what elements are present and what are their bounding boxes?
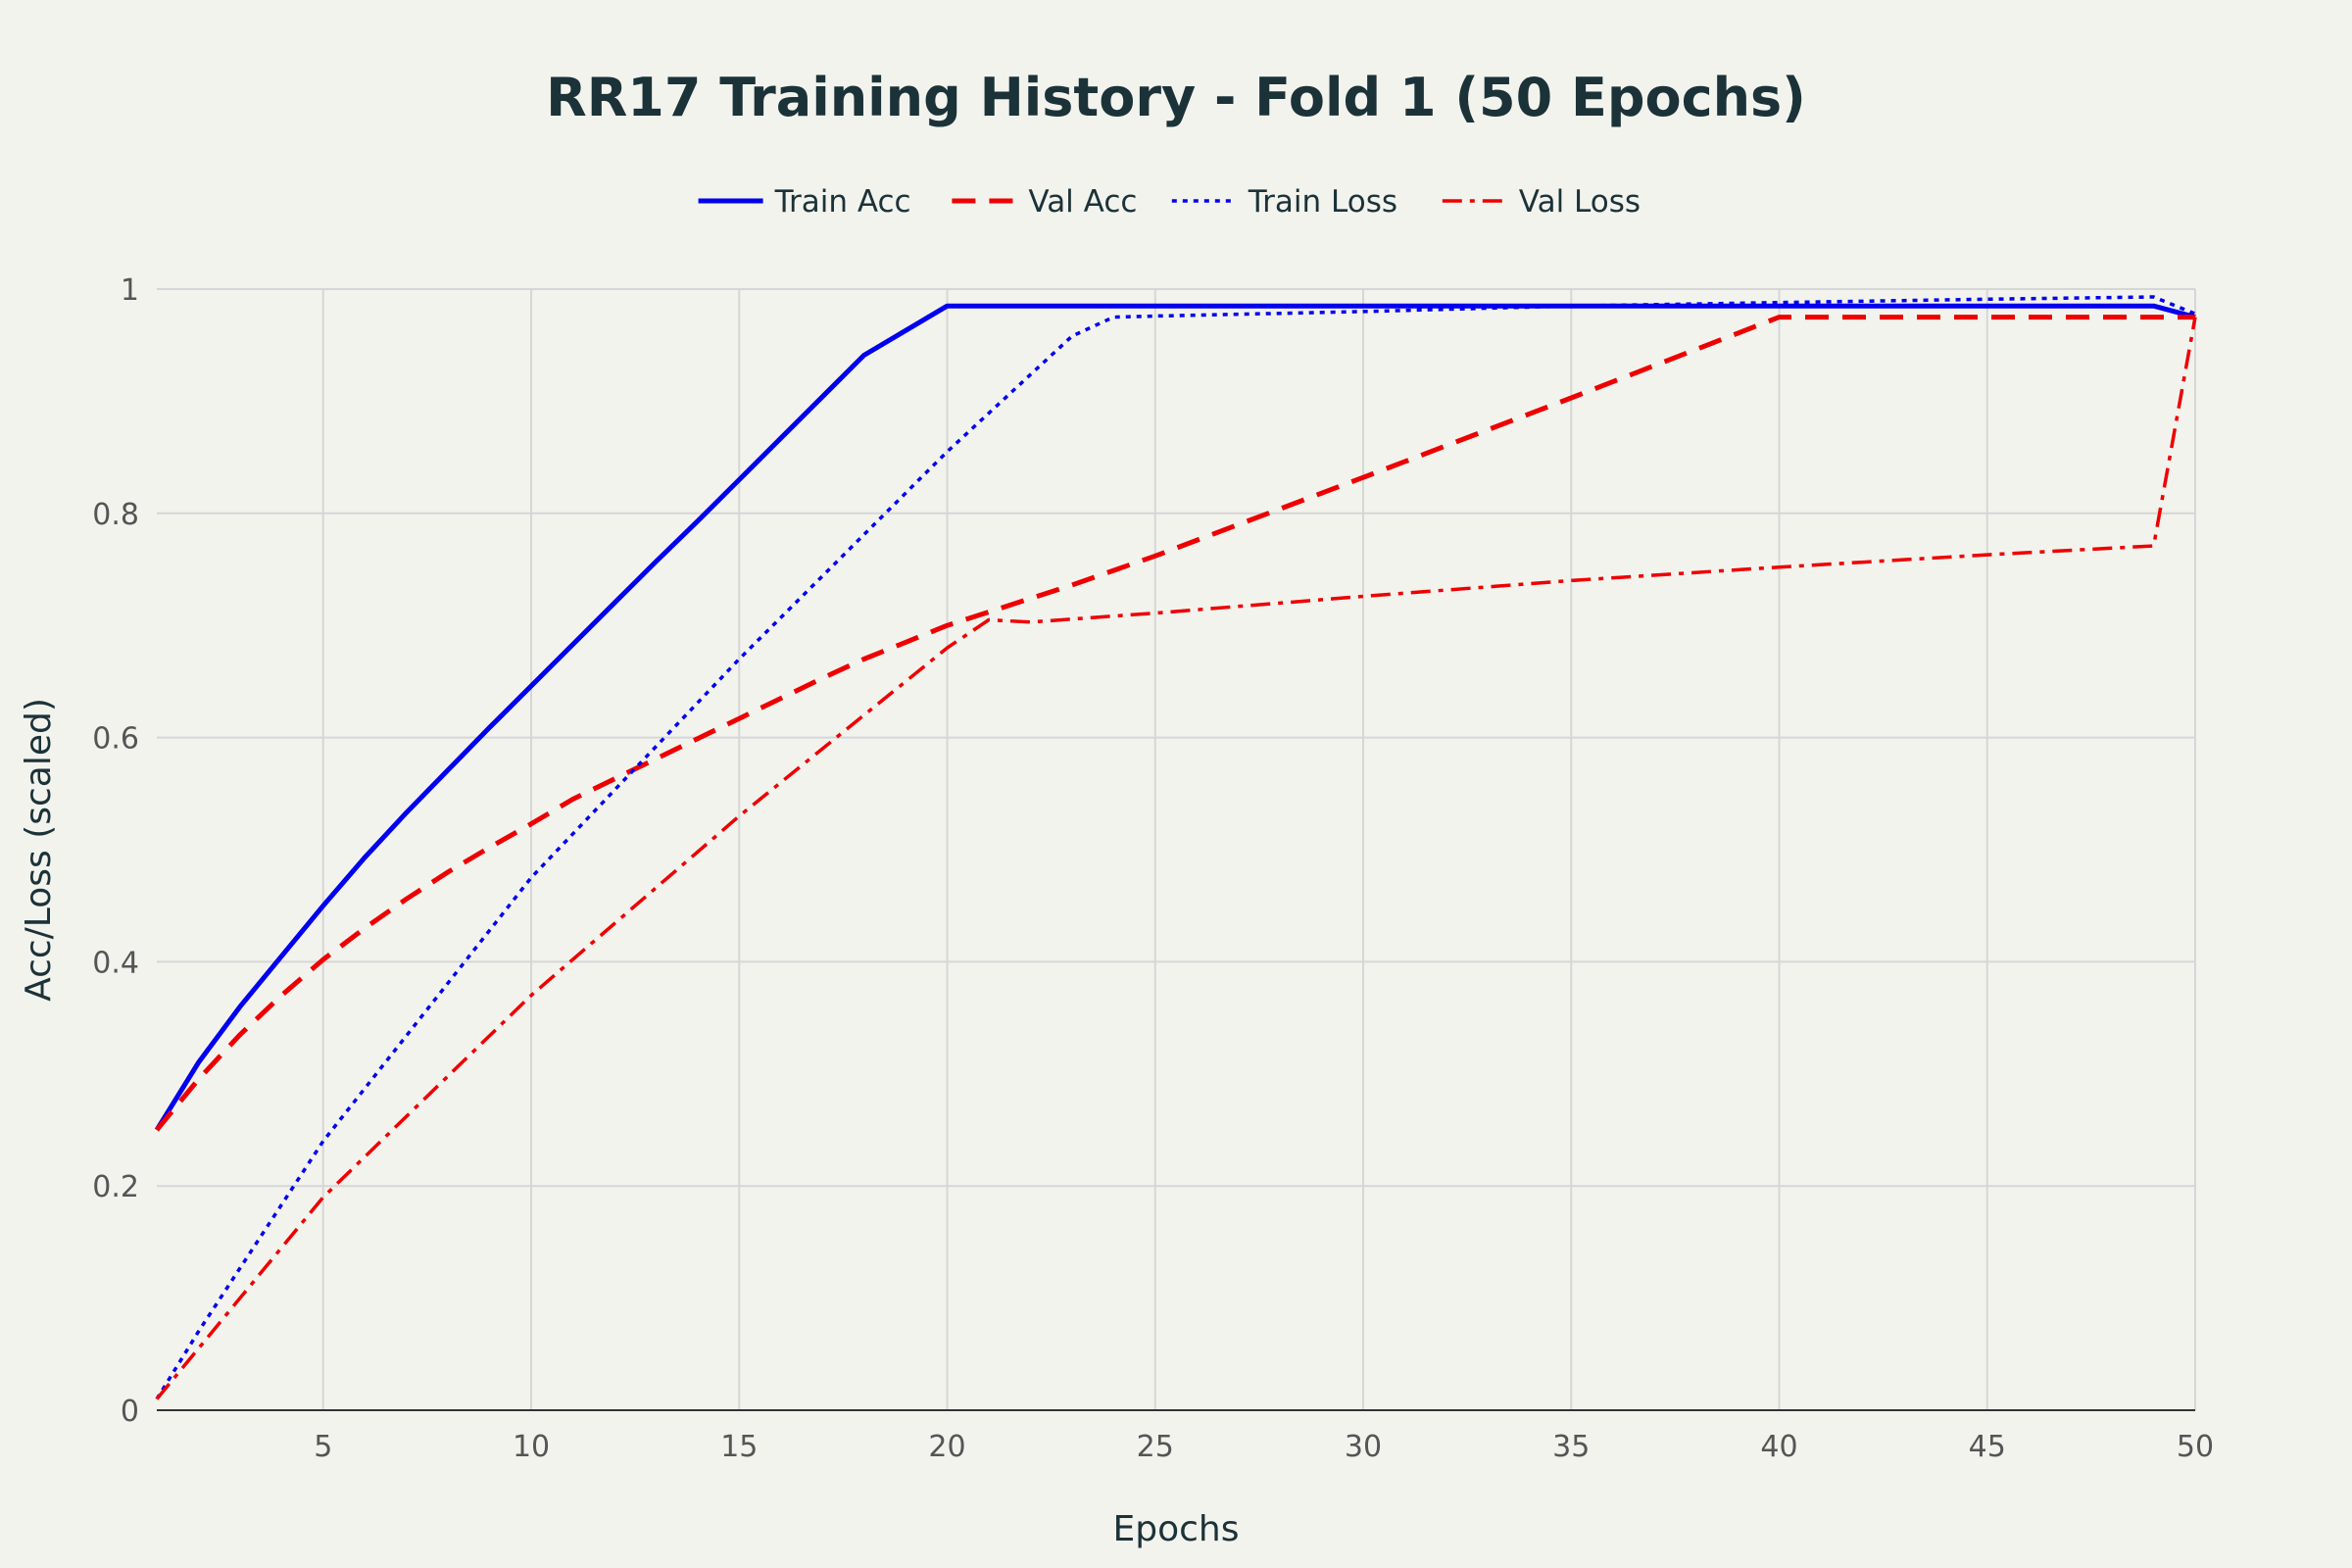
x-tick-label: 20 [928, 1430, 965, 1464]
chart-title: RR17 Training History - Fold 1 (50 Epoch… [546, 67, 1806, 128]
x-tick-label: 35 [1552, 1430, 1590, 1464]
y-axis-title: Acc/Loss (scaled) [19, 698, 59, 1002]
axes: 5 10 15 20 25 30 35 40 45 50 0 0.2 0.4 0.6 0.8 1 [92, 273, 2214, 1464]
legend-label: Train Loss [1248, 184, 1397, 220]
y-tick-label: 0.2 [92, 1170, 139, 1204]
legend-item[interactable]: Val Loss [1442, 184, 1641, 220]
x-tick-label: 30 [1345, 1430, 1382, 1464]
x-tick-label: 45 [1969, 1430, 2006, 1464]
legend-item[interactable]: Val Acc [952, 184, 1137, 220]
legend-item[interactable]: Train Acc [698, 184, 911, 220]
series-line-train-acc [154, 303, 2196, 1132]
legend-item[interactable]: Train Loss [1171, 184, 1397, 220]
legend-label: Val Loss [1519, 184, 1641, 220]
y-tick-label: 0.8 [92, 498, 139, 532]
y-tick-label: 0.6 [92, 722, 139, 757]
legend-label: Train Acc [774, 184, 911, 220]
x-tick-label: 15 [720, 1430, 758, 1464]
series-line-val-loss [155, 317, 2197, 1400]
x-tick-label: 10 [513, 1430, 550, 1464]
series-layer [154, 295, 2197, 1400]
legend: Train Acc Val Acc Train Loss Val Loss [698, 184, 1641, 220]
series-line-train-loss [155, 295, 2196, 1400]
x-tick-label: 40 [1760, 1430, 1797, 1464]
series-line-val-acc [155, 315, 2195, 1132]
x-tick-label: 50 [2177, 1430, 2214, 1464]
y-tick-label: 0.4 [92, 946, 139, 980]
y-tick-label: 0 [121, 1395, 139, 1429]
legend-label: Val Acc [1028, 184, 1137, 220]
x-tick-label: 5 [314, 1430, 332, 1464]
x-axis-title: Epochs [1113, 1509, 1240, 1549]
grid [157, 288, 2196, 1410]
y-tick-label: 1 [121, 273, 139, 308]
x-tick-label: 25 [1137, 1430, 1174, 1464]
